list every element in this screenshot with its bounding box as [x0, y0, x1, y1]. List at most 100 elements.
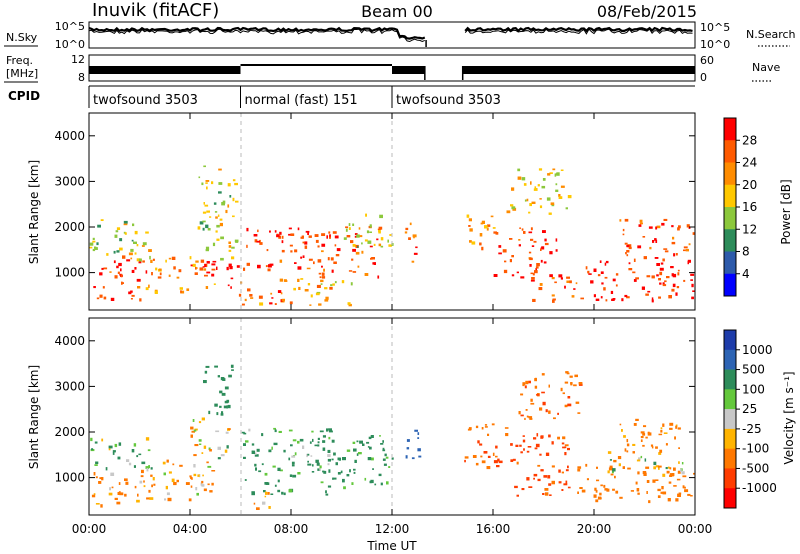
cell-7	[367, 446, 370, 448]
cell-13	[549, 274, 553, 278]
cell-14	[612, 278, 616, 282]
cell-5	[277, 467, 281, 471]
cell-3	[191, 430, 195, 433]
cell-5	[316, 462, 320, 466]
cell-12	[673, 467, 676, 471]
cell-16	[537, 184, 540, 187]
cell-6	[294, 262, 297, 264]
cell-12	[655, 479, 659, 481]
cell-7	[379, 435, 381, 437]
cpid-row: CPID twofsound 3503 normal (fast) 151 twof…	[8, 85, 695, 108]
cell-13	[640, 455, 643, 459]
vel-colorbar-block-4	[724, 409, 736, 430]
cell-3	[193, 454, 197, 457]
cell-1	[124, 232, 127, 235]
cell-9	[504, 427, 509, 429]
cell-6	[307, 232, 309, 235]
cell-14	[611, 298, 615, 301]
cell-16	[550, 202, 555, 205]
cell-8	[355, 251, 360, 255]
cell-0	[130, 298, 133, 300]
cell-7	[322, 447, 326, 451]
cell-4	[219, 405, 222, 408]
cell-13	[552, 299, 555, 303]
cell-3	[198, 421, 202, 424]
cell-0	[122, 255, 126, 259]
cell-14	[633, 423, 637, 426]
cell-14	[588, 273, 592, 275]
cell-13	[626, 450, 629, 453]
cell-9	[369, 224, 372, 228]
cell-7	[324, 287, 328, 290]
cell-1	[119, 247, 123, 251]
cell-2	[193, 473, 197, 477]
cell-6	[274, 230, 277, 233]
cell-14	[587, 270, 590, 274]
cell-7	[347, 302, 351, 305]
cell-12	[677, 493, 681, 497]
cell-5	[288, 429, 293, 432]
cell-6	[281, 240, 284, 244]
cell-12	[657, 488, 661, 492]
cell-9	[487, 433, 490, 436]
cell-16	[506, 210, 511, 214]
cell-12	[516, 271, 519, 274]
cell-3	[201, 417, 205, 421]
cell-5	[291, 464, 295, 467]
cell-15	[655, 226, 658, 230]
cell-12	[498, 245, 502, 248]
cell-9	[464, 456, 469, 459]
cell-14	[632, 271, 636, 274]
cell-3	[224, 449, 228, 453]
cell-0	[110, 472, 115, 476]
cell-1	[147, 449, 151, 452]
cell-12	[543, 261, 547, 264]
cell-12	[642, 471, 647, 475]
cell-11	[570, 382, 573, 385]
cell-5	[261, 463, 264, 466]
cell-14	[645, 436, 648, 439]
cell-8	[346, 235, 351, 238]
cell-16	[534, 186, 537, 190]
cell-7	[349, 469, 351, 473]
cell-5	[277, 489, 281, 493]
cell-9	[497, 458, 500, 462]
cell-10	[548, 434, 551, 438]
cell-12	[682, 485, 685, 489]
vel-colorbar-block-0	[724, 330, 736, 351]
vel-ytick-label-3: 4000	[54, 334, 85, 348]
cell-0	[110, 297, 115, 301]
power-panel: 1000 2000 3000 4000 Slant Range [km]	[27, 112, 696, 311]
cell-12	[577, 491, 579, 494]
nave-tick-lo: 0	[700, 71, 707, 84]
cell-0	[121, 281, 123, 285]
cell-15	[685, 248, 689, 252]
cell-5	[271, 297, 274, 299]
cell-1	[123, 223, 128, 226]
cell-12	[627, 467, 631, 470]
cell-7	[300, 278, 304, 280]
cell-5	[322, 440, 326, 443]
cell-10	[514, 485, 518, 489]
cell-2	[150, 259, 153, 263]
cell-10	[409, 222, 412, 226]
cell-10	[521, 488, 525, 491]
cell-5	[258, 295, 263, 299]
vel-ytick-label-1: 2000	[54, 425, 85, 439]
cell-4	[232, 215, 235, 218]
cell-4	[216, 224, 220, 228]
vel-xtick-label-6: 00:00	[678, 522, 713, 536]
cell-12	[596, 466, 598, 469]
cell-4	[234, 182, 238, 186]
cell-11	[534, 385, 538, 389]
cell-5	[311, 430, 314, 433]
cell-10	[527, 446, 532, 448]
cell-10	[408, 237, 411, 240]
cell-0	[146, 497, 151, 500]
cell-8	[317, 259, 322, 263]
cell-7	[350, 282, 353, 286]
cell-10	[534, 447, 538, 450]
cell-14	[626, 296, 630, 299]
cell-2	[212, 260, 217, 263]
cell-2	[148, 284, 150, 288]
